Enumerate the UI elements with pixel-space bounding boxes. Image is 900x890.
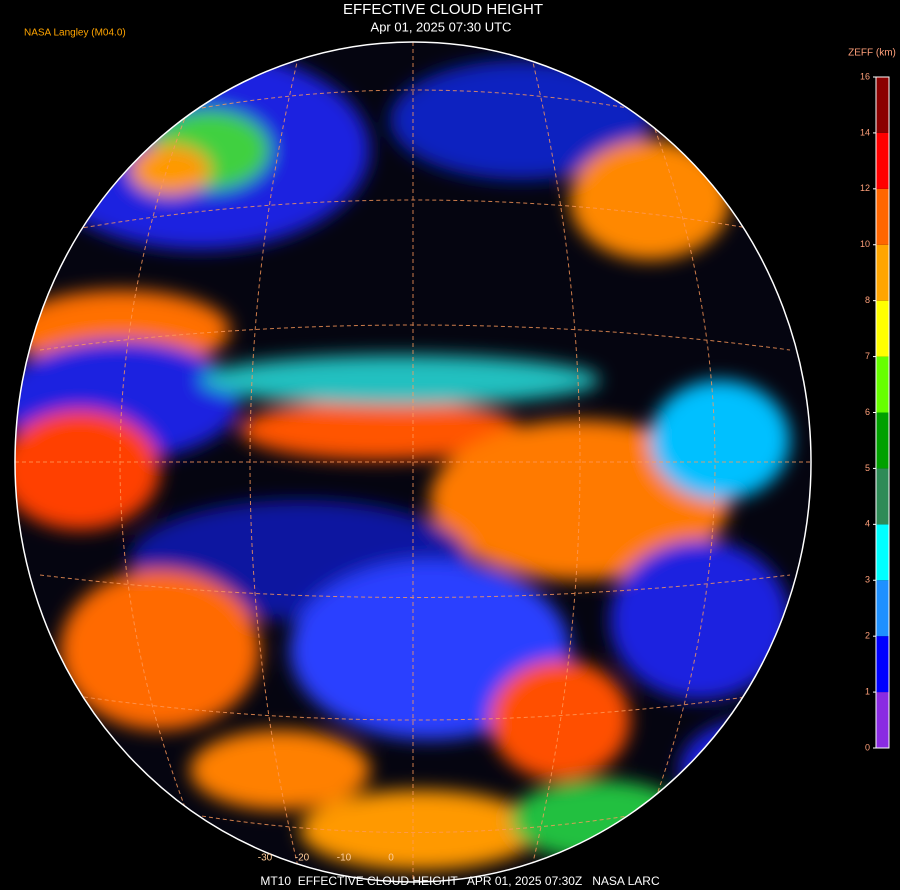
colorbar-segment bbox=[876, 244, 889, 301]
graticule-label: 0 bbox=[388, 853, 394, 864]
colorbar-segment bbox=[876, 524, 889, 581]
colorbar-segment bbox=[876, 356, 889, 413]
colorbar-tick-label: 16 bbox=[860, 71, 870, 81]
colorbar-segment bbox=[876, 132, 889, 189]
colorbar-tick-label: 8 bbox=[865, 295, 870, 305]
colorbar-segment bbox=[876, 580, 889, 637]
colorbar-segment bbox=[876, 300, 889, 357]
colorbar-segment bbox=[876, 468, 889, 525]
colorbar-tick-label: 2 bbox=[865, 631, 870, 641]
colorbar-tick-label: 5 bbox=[865, 463, 870, 473]
colorbar-tick-label: 3 bbox=[865, 575, 870, 585]
colorbar-tick-label: 4 bbox=[865, 519, 870, 529]
colorbar-label: ZEFF (km) bbox=[848, 48, 896, 59]
colorbar-tick-label: 7 bbox=[865, 351, 870, 361]
colorbar-tick-label: 1 bbox=[865, 686, 870, 696]
graticule-label: -20 bbox=[295, 853, 310, 864]
colorbar-segment bbox=[876, 77, 889, 133]
colorbar-tick-label: 10 bbox=[860, 239, 870, 249]
colorbar-segment bbox=[876, 636, 889, 693]
globe-limb bbox=[14, 41, 812, 883]
title: EFFECTIVE CLOUD HEIGHT bbox=[343, 1, 543, 18]
colorbar-tick-label: 14 bbox=[860, 127, 870, 137]
source: NASA Langley (M04.0) bbox=[24, 28, 126, 39]
colorbar-segment bbox=[876, 188, 889, 245]
graticule-label: -10 bbox=[337, 853, 352, 864]
footer: MT10 EFFECTIVE CLOUD HEIGHT APR 01, 2025… bbox=[260, 874, 660, 888]
colorbar-tick-label: 12 bbox=[860, 183, 870, 193]
colorbar-segment bbox=[876, 412, 889, 469]
colorbar-tick-label: 6 bbox=[865, 407, 870, 417]
subtitle: Apr 01, 2025 07:30 UTC bbox=[371, 19, 512, 34]
colorbar-tick-label: 0 bbox=[865, 742, 870, 752]
graticule-label: -30 bbox=[258, 853, 273, 864]
colorbar-segment bbox=[876, 692, 889, 748]
